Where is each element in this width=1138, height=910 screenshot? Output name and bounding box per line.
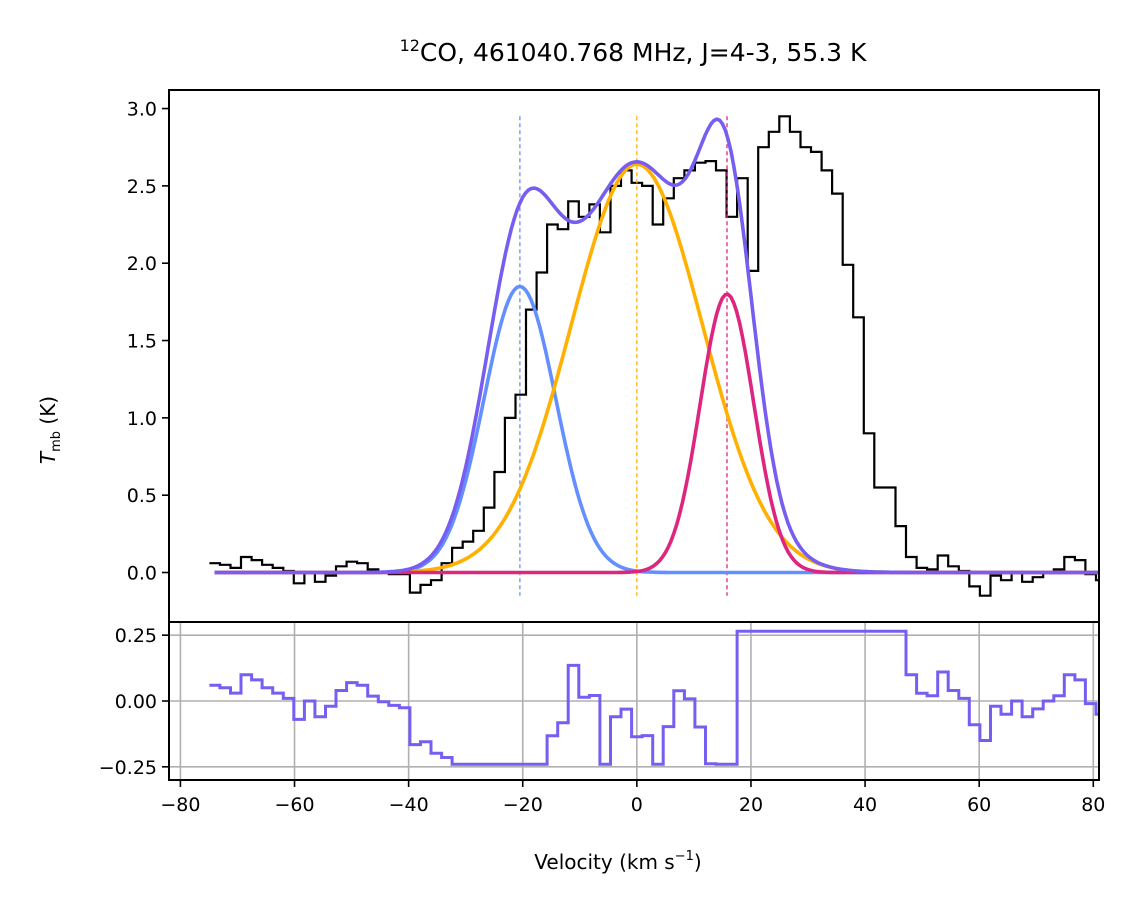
spectrum-y-tick-label: 0.5 xyxy=(127,485,157,507)
y-axis-label: Tmb (K) xyxy=(36,396,64,464)
x-tick-label: 80 xyxy=(1081,794,1105,816)
y-axis-label-symbol: T xyxy=(36,450,60,464)
residual-line xyxy=(209,629,1099,766)
residual-y-tick-label: 0.25 xyxy=(115,625,157,647)
x-axis-label: Velocity (km s−1) xyxy=(534,849,701,874)
x-tick-label: −40 xyxy=(389,794,429,816)
x-axis-label-close: ) xyxy=(694,850,702,874)
x-tick-label: 60 xyxy=(967,794,991,816)
spectrum-y-tick-label: 3.0 xyxy=(127,99,157,121)
chart-title: 12CO, 461040.768 MHz, J=4-3, 55.3 K xyxy=(400,36,867,67)
x-axis-label-superscript: −1 xyxy=(675,849,694,864)
x-tick-label: 40 xyxy=(853,794,877,816)
spectrum-panel: 0.0 0.5 1.0 1.5 2.0 2.5 3.0 xyxy=(127,89,1100,623)
residual-y-tick-label: −0.25 xyxy=(99,757,157,779)
title-main: CO, 461040.768 MHz, J=4-3, 55.3 K xyxy=(420,38,867,67)
spectrum-y-tick-label: 2.0 xyxy=(127,253,157,275)
spectrum-y-tick-label: 2.5 xyxy=(127,176,157,198)
x-axis-label-main: Velocity (km s xyxy=(534,850,674,874)
y-axis-label-subscript: mb xyxy=(49,431,64,452)
x-tick-label: −80 xyxy=(160,794,200,816)
residual-y-tick-label: 0.00 xyxy=(115,691,157,713)
title-superscript: 12 xyxy=(400,36,420,55)
total-fit-curve xyxy=(214,117,1099,575)
spectrum-y-tick-label: 1.5 xyxy=(127,331,157,353)
spectrum-y-tick-label: 0.0 xyxy=(127,563,157,585)
x-tick-label: −60 xyxy=(274,794,314,816)
y-axis-label-unit: (K) xyxy=(36,396,60,431)
spectrum-y-tick-label: 1.0 xyxy=(127,408,157,430)
x-tick-label: 0 xyxy=(631,794,643,816)
x-tick-label: −20 xyxy=(503,794,543,816)
x-tick-label: 20 xyxy=(739,794,763,816)
residual-panel: −0.25 0.00 0.25 −80 −60 −40 −20 0 20 40 60 80 xyxy=(99,621,1105,816)
